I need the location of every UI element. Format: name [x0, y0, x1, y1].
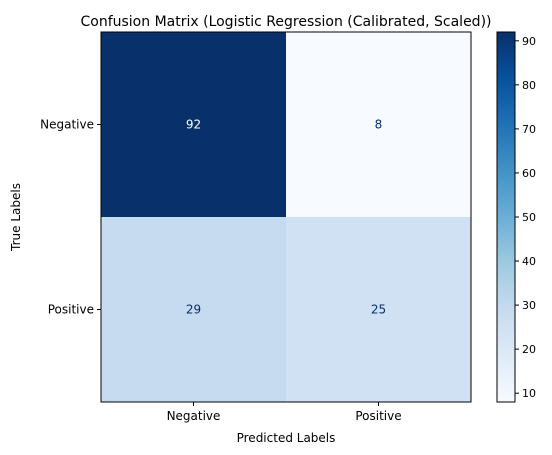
x-axis-ticks: Negative Positive	[167, 402, 402, 423]
colorbar-tick-label: 70	[522, 123, 536, 136]
colorbar-tick-label: 60	[522, 167, 536, 180]
chart-title: Confusion Matrix (Logistic Regression (C…	[80, 14, 491, 30]
matrix-cell	[286, 32, 471, 217]
colorbar-tick-label: 40	[522, 255, 536, 268]
y-tick-label: Negative	[40, 118, 94, 132]
colorbar-tick-label: 20	[522, 343, 536, 356]
cell-value-label: 8	[375, 118, 383, 132]
colorbar	[496, 31, 516, 403]
y-tick-label: Positive	[48, 303, 94, 317]
x-tick-label: Positive	[355, 409, 401, 423]
y-axis-ticks: Negative Positive	[40, 118, 101, 317]
x-axis-label: Predicted Labels	[237, 431, 336, 445]
cell-value-label: 29	[186, 303, 201, 317]
matrix-cell-labels: 92 8 29 25	[186, 118, 386, 317]
colorbar-tick-label: 80	[522, 79, 536, 92]
cell-value-label: 92	[186, 118, 201, 132]
colorbar-tick-label: 30	[522, 299, 536, 312]
colorbar-ticks: 10 20 30 40 50 60 70 80 90	[515, 35, 536, 400]
colorbar-tick-label: 10	[522, 387, 536, 400]
y-axis-label: True Labels	[9, 183, 23, 252]
cell-value-label: 25	[371, 303, 386, 317]
matrix-cell	[101, 32, 286, 217]
plot-frame	[100, 31, 472, 403]
matrix-cells	[101, 32, 471, 402]
matrix-cell	[286, 217, 471, 402]
matrix-cell	[101, 217, 286, 402]
colorbar-tick-label: 50	[522, 211, 536, 224]
x-tick-label: Negative	[167, 409, 221, 423]
colorbar-tick-label: 90	[522, 35, 536, 48]
